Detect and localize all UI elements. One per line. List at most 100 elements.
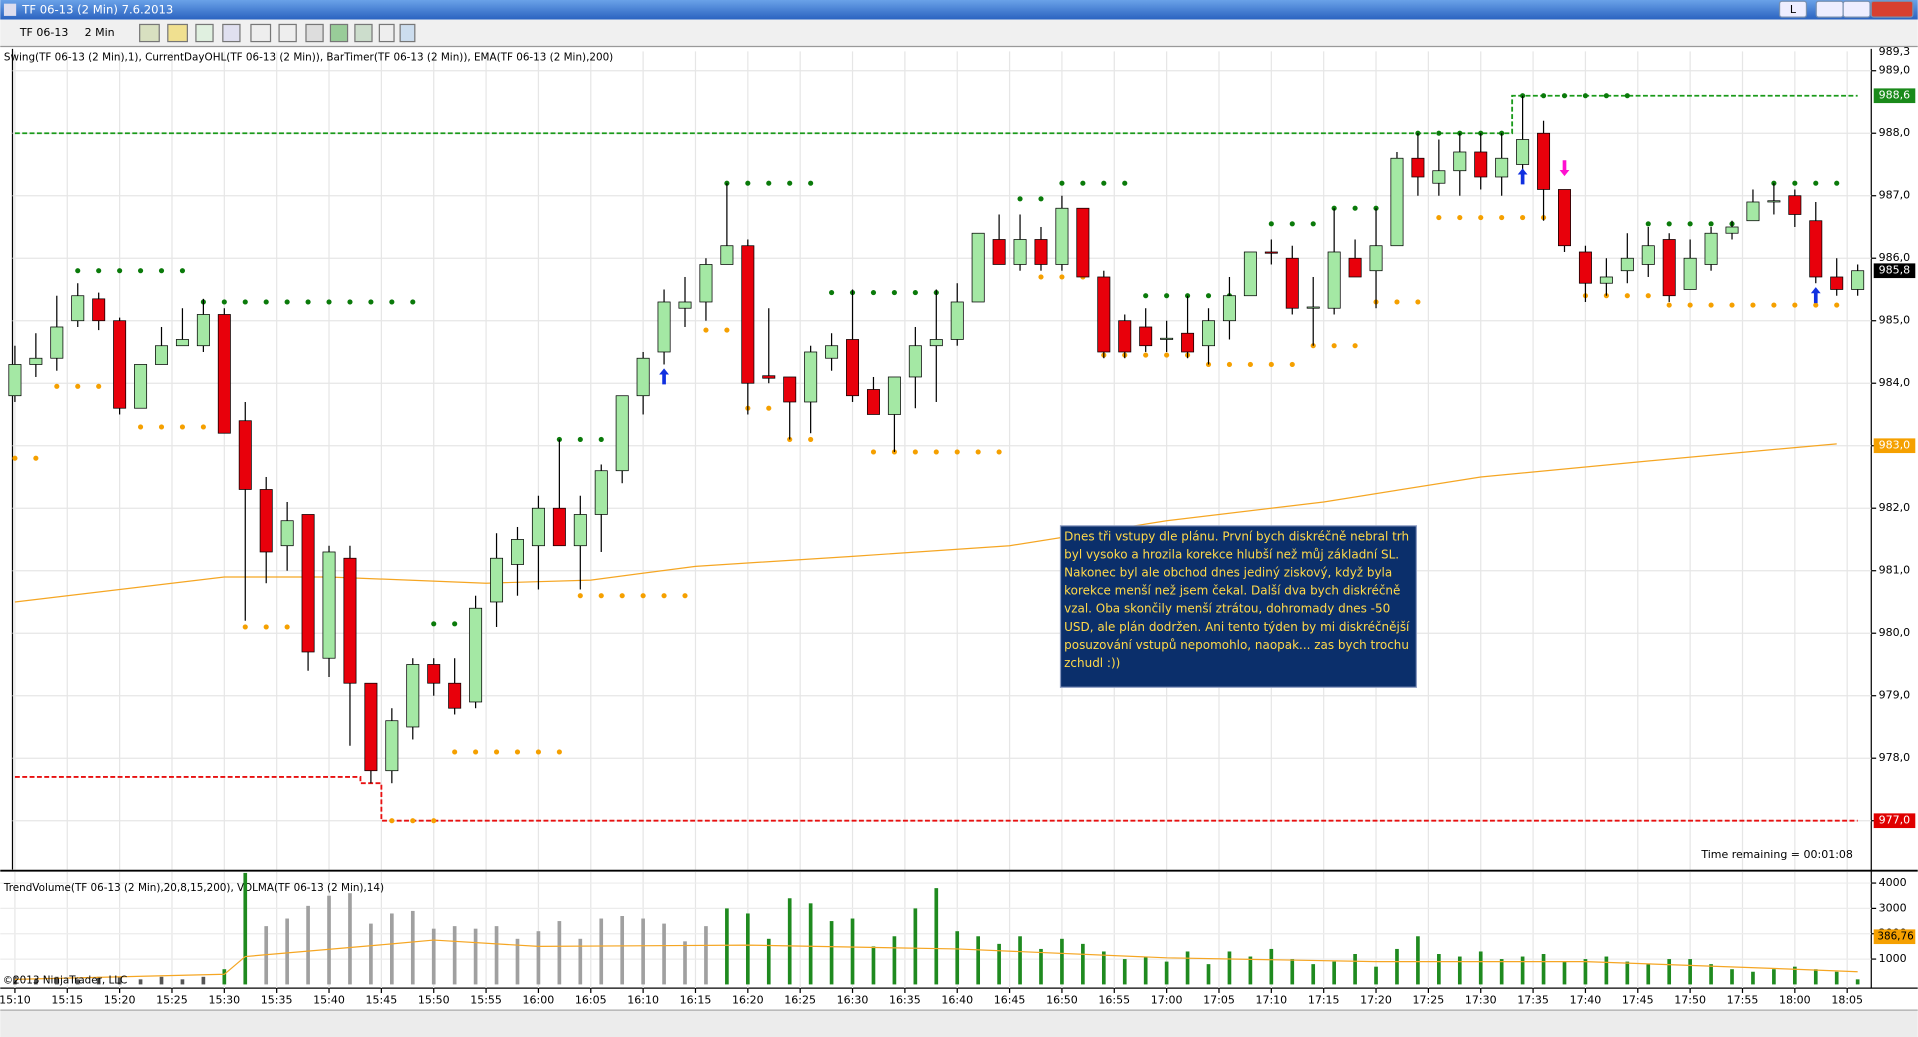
icon[interactable]: [139, 23, 160, 43]
icon[interactable]: [329, 23, 349, 43]
swing-dot: [1771, 180, 1777, 186]
swing-dot: [1645, 293, 1651, 299]
volume-bar: [1248, 956, 1253, 985]
annotation-line: byl vysoko a hrozila korekce hlubší než …: [1064, 547, 1399, 561]
x-tick-label: 17:15: [1308, 993, 1340, 1006]
volume-bar: [620, 916, 625, 985]
y-tick-label: 987,0: [1879, 189, 1911, 202]
volume-bar: [766, 938, 771, 985]
swing-dot: [242, 624, 248, 630]
icon[interactable]: [250, 23, 272, 43]
volume-bar: [1604, 956, 1609, 985]
swing-dot: [1750, 302, 1756, 308]
volume-bar: [13, 976, 17, 985]
volume-bar: [725, 908, 729, 985]
icon[interactable]: [399, 23, 416, 43]
swing-dot: [1792, 302, 1798, 308]
x-tick-label: 17:10: [1255, 993, 1287, 1006]
volume-bar: [369, 923, 373, 985]
x-tick-label: 17:35: [1517, 993, 1549, 1006]
swing-dot: [305, 299, 311, 305]
swing-dot: [1268, 361, 1274, 368]
volume-bar: [1143, 956, 1148, 985]
volume-bar: [536, 931, 541, 985]
volume-bar: [1583, 959, 1588, 985]
swing-dot: [1038, 274, 1044, 280]
price-marker-label: 988,6: [1879, 89, 1911, 102]
icon[interactable]: [278, 23, 297, 43]
icon[interactable]: [354, 23, 373, 43]
swing-dot: [703, 327, 709, 333]
volume-bar: [1541, 954, 1546, 985]
maximize-button[interactable]: [1842, 0, 1871, 18]
annotation-line: vzal. Oba skončily menší ztrátou, dohrom…: [1064, 602, 1390, 616]
swing-dot: [1205, 293, 1212, 299]
swing-dot: [1143, 352, 1149, 358]
swing-dot: [179, 268, 186, 274]
swing-dot: [179, 424, 186, 430]
x-tick-label: 15:30: [208, 993, 240, 1006]
swing-dot: [682, 593, 688, 599]
close-button[interactable]: [1870, 0, 1914, 18]
signal-arrow: [1517, 168, 1528, 185]
candle-body: [1474, 151, 1488, 178]
icon[interactable]: [305, 23, 324, 43]
x-tick-label: 17:45: [1622, 993, 1654, 1006]
scroll-bar[interactable]: [0, 1010, 1918, 1037]
price-marker: [1873, 88, 1916, 104]
swing-dot: [1164, 293, 1170, 299]
volume-bar: [1101, 951, 1106, 985]
volume-bar: [1478, 951, 1483, 985]
interval-selector[interactable]: 2 Min: [85, 26, 115, 39]
swing-dot: [766, 180, 772, 186]
icon[interactable]: [195, 23, 214, 43]
swing-dot: [870, 449, 877, 455]
candle-body: [887, 376, 901, 415]
candle-body: [1809, 220, 1823, 278]
swing-dot: [1792, 180, 1798, 186]
swing-dot: [389, 299, 395, 305]
last-value-box: [1873, 929, 1916, 945]
candle-body: [1097, 276, 1111, 353]
swing-dot: [1017, 196, 1023, 202]
x-tick-label: 15:55: [470, 993, 502, 1006]
swing-dot: [263, 299, 269, 305]
swing-dot: [1415, 299, 1421, 305]
annotation-line: posuzování vstupů nepomohlo, naopak... z…: [1064, 638, 1409, 652]
icon[interactable]: [222, 23, 241, 43]
candle-body: [1327, 251, 1341, 309]
icon[interactable]: [378, 23, 395, 43]
candle-body: [406, 664, 420, 728]
swing-dot: [452, 749, 458, 755]
volume-bar: [1206, 964, 1211, 985]
candle-body: [1641, 245, 1655, 265]
window-button[interactable]: [1778, 0, 1808, 18]
minimize-button[interactable]: [1815, 0, 1844, 18]
swing-dot: [1247, 361, 1253, 368]
volume-bar: [1855, 979, 1860, 985]
volume-bar: [117, 976, 122, 985]
volume-bar: [641, 918, 645, 985]
candle-body: [866, 389, 880, 415]
swing-dot: [410, 818, 416, 824]
y-tick-label: 989,0: [1879, 64, 1911, 77]
swing-dot: [1834, 302, 1840, 308]
icon[interactable]: [167, 23, 188, 43]
candle-body: [1662, 239, 1676, 297]
volume-bar: [1164, 961, 1169, 985]
instrument-selector[interactable]: TF 06-13: [19, 26, 69, 39]
swing-dot: [452, 621, 458, 627]
swing-dot: [158, 268, 165, 274]
y-tick-label: 4000: [1879, 876, 1907, 889]
y-tick-label: 979,0: [1879, 689, 1911, 702]
swing-dot: [1813, 302, 1819, 308]
x-tick-label: 16:15: [680, 993, 712, 1006]
swing-dot: [975, 449, 981, 455]
x-tick-label: 15:45: [366, 993, 398, 1006]
candle-body: [594, 470, 608, 515]
volume-bar: [96, 976, 101, 985]
swing-dot: [75, 383, 81, 389]
swing-dot: [1771, 302, 1777, 308]
volume-bar: [1834, 971, 1839, 985]
swing-dot: [1457, 215, 1463, 221]
